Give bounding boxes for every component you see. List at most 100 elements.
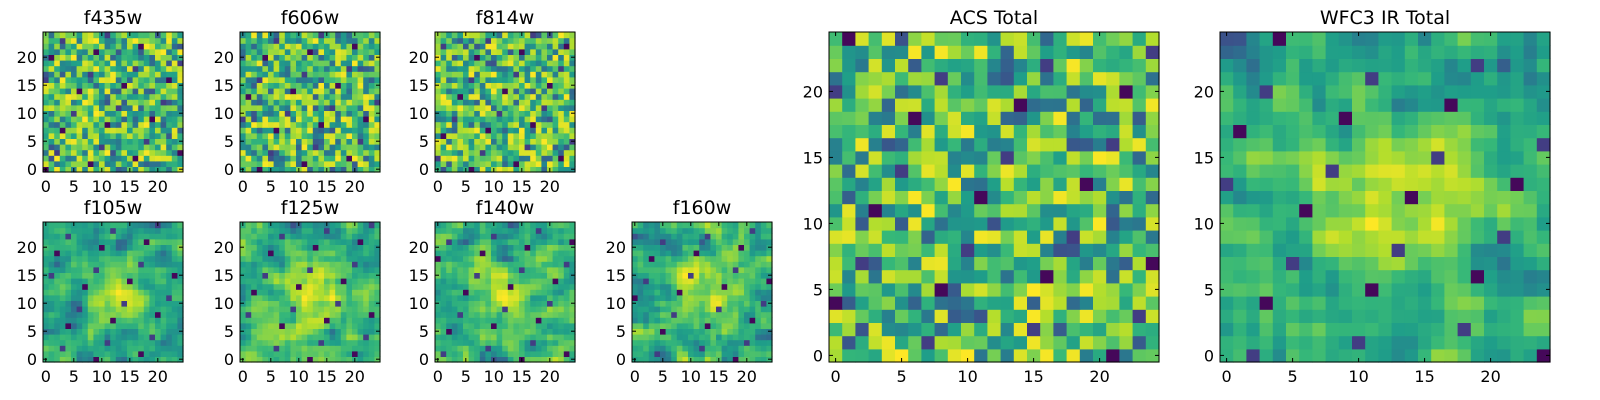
- heatmap-cell: [513, 88, 520, 95]
- x-tick-label: 10: [484, 177, 504, 196]
- heatmap-cell: [755, 283, 762, 290]
- heatmap-cell: [76, 345, 83, 352]
- heatmap-cell: [727, 250, 734, 257]
- heatmap-cell: [507, 88, 514, 95]
- heatmap-cell: [166, 54, 173, 61]
- heatmap-cell: [115, 350, 122, 357]
- heatmap-cell: [48, 155, 55, 162]
- heatmap-cell: [524, 93, 531, 100]
- heatmap-cell: [160, 155, 167, 162]
- heatmap-cell: [138, 283, 145, 290]
- heatmap-cell: [104, 127, 111, 134]
- heatmap-cell: [974, 282, 988, 297]
- heatmap-cell: [1119, 309, 1134, 323]
- heatmap-cell: [519, 54, 526, 61]
- heatmap-cell: [704, 283, 711, 290]
- heatmap-cell: [127, 99, 134, 106]
- heatmap-cell: [468, 138, 475, 145]
- heatmap-cell: [155, 127, 162, 134]
- heatmap-cell: [1027, 216, 1041, 231]
- heatmap-cell: [693, 306, 700, 313]
- heatmap-cell: [1000, 150, 1015, 165]
- heatmap-cell: [104, 328, 111, 335]
- heatmap-cell: [374, 278, 381, 285]
- y-tick-label: 0: [27, 350, 37, 369]
- heatmap-cell: [569, 65, 576, 72]
- heatmap-cell: [671, 345, 678, 352]
- heatmap-cell: [357, 244, 364, 251]
- heatmap-cell: [149, 93, 156, 100]
- heatmap-cell: [1106, 243, 1120, 257]
- heatmap-cell: [440, 222, 447, 229]
- heatmap-cell: [446, 166, 453, 173]
- y-tick-label: 5: [419, 132, 429, 151]
- heatmap-cell: [519, 345, 526, 352]
- heatmap-cell: [171, 261, 178, 268]
- heatmap-cell: [468, 132, 475, 139]
- heatmap-cell: [65, 250, 72, 257]
- heatmap-cell: [279, 322, 286, 329]
- heatmap-cell: [693, 272, 700, 279]
- heatmap-cell: [463, 93, 470, 100]
- heatmap-cell: [569, 149, 576, 156]
- heatmap-cell: [256, 82, 263, 89]
- heatmap-cell: [440, 255, 447, 262]
- heatmap-cell: [491, 37, 498, 44]
- heatmap-cell: [921, 243, 936, 257]
- heatmap-cell: [171, 132, 178, 139]
- heatmap-cell: [552, 48, 559, 55]
- heatmap-cell: [457, 278, 464, 285]
- heatmap-cell: [947, 243, 962, 257]
- heatmap-cell: [440, 283, 447, 290]
- heatmap-cell: [541, 238, 548, 245]
- heatmap-cell: [507, 110, 514, 117]
- heatmap-cell: [335, 272, 342, 279]
- axes-frame: [239, 221, 381, 363]
- heatmap-cell: [755, 356, 762, 363]
- heatmap-cell: [138, 138, 145, 145]
- heatmap-cell: [671, 311, 678, 318]
- heatmap-cell: [502, 266, 509, 273]
- heatmap-cell: [171, 311, 178, 318]
- heatmap-cell: [76, 54, 83, 61]
- heatmap-cell: [138, 127, 145, 134]
- heatmap-cell: [485, 149, 492, 156]
- heatmap-cell: [121, 278, 128, 285]
- heatmap-cell: [43, 149, 50, 156]
- heatmap-cell: [513, 272, 520, 279]
- heatmap-cell: [104, 222, 111, 229]
- heatmap-cell: [368, 155, 375, 162]
- heatmap-cell: [245, 82, 252, 89]
- heatmap-cell: [43, 155, 50, 162]
- heatmap-cell: [552, 289, 559, 296]
- heatmap-cell: [485, 32, 492, 39]
- heatmap-cell: [1027, 296, 1041, 310]
- heatmap-cell: [519, 339, 526, 346]
- heatmap-cell: [563, 222, 570, 229]
- x-tick-label: 20: [345, 177, 365, 196]
- heatmap-cell: [296, 272, 303, 279]
- heatmap-cell: [468, 250, 475, 257]
- heatmap-cell: [569, 345, 576, 352]
- heatmap-cell: [82, 60, 89, 67]
- heatmap-cell: [262, 300, 269, 307]
- heatmap-cell: [65, 222, 72, 229]
- heatmap-cell: [54, 322, 61, 329]
- heatmap-cell: [138, 244, 145, 251]
- heatmap-cell: [76, 322, 83, 329]
- heatmap-cell: [868, 230, 883, 244]
- heatmap-cell: [268, 250, 275, 257]
- heatmap-cell: [284, 60, 291, 67]
- heatmap-cell: [138, 356, 145, 363]
- heatmap-cell: [716, 278, 723, 285]
- heatmap-cell: [256, 37, 263, 44]
- heatmap-cell: [363, 43, 370, 50]
- heatmap-cell: [648, 238, 655, 245]
- heatmap-cell: [881, 216, 896, 231]
- heatmap-cell: [138, 32, 145, 39]
- heatmap-cell: [245, 48, 252, 55]
- heatmap-cell: [637, 233, 644, 240]
- heatmap-cell: [541, 110, 548, 117]
- heatmap-cell: [766, 345, 773, 352]
- heatmap-cell: [245, 289, 252, 296]
